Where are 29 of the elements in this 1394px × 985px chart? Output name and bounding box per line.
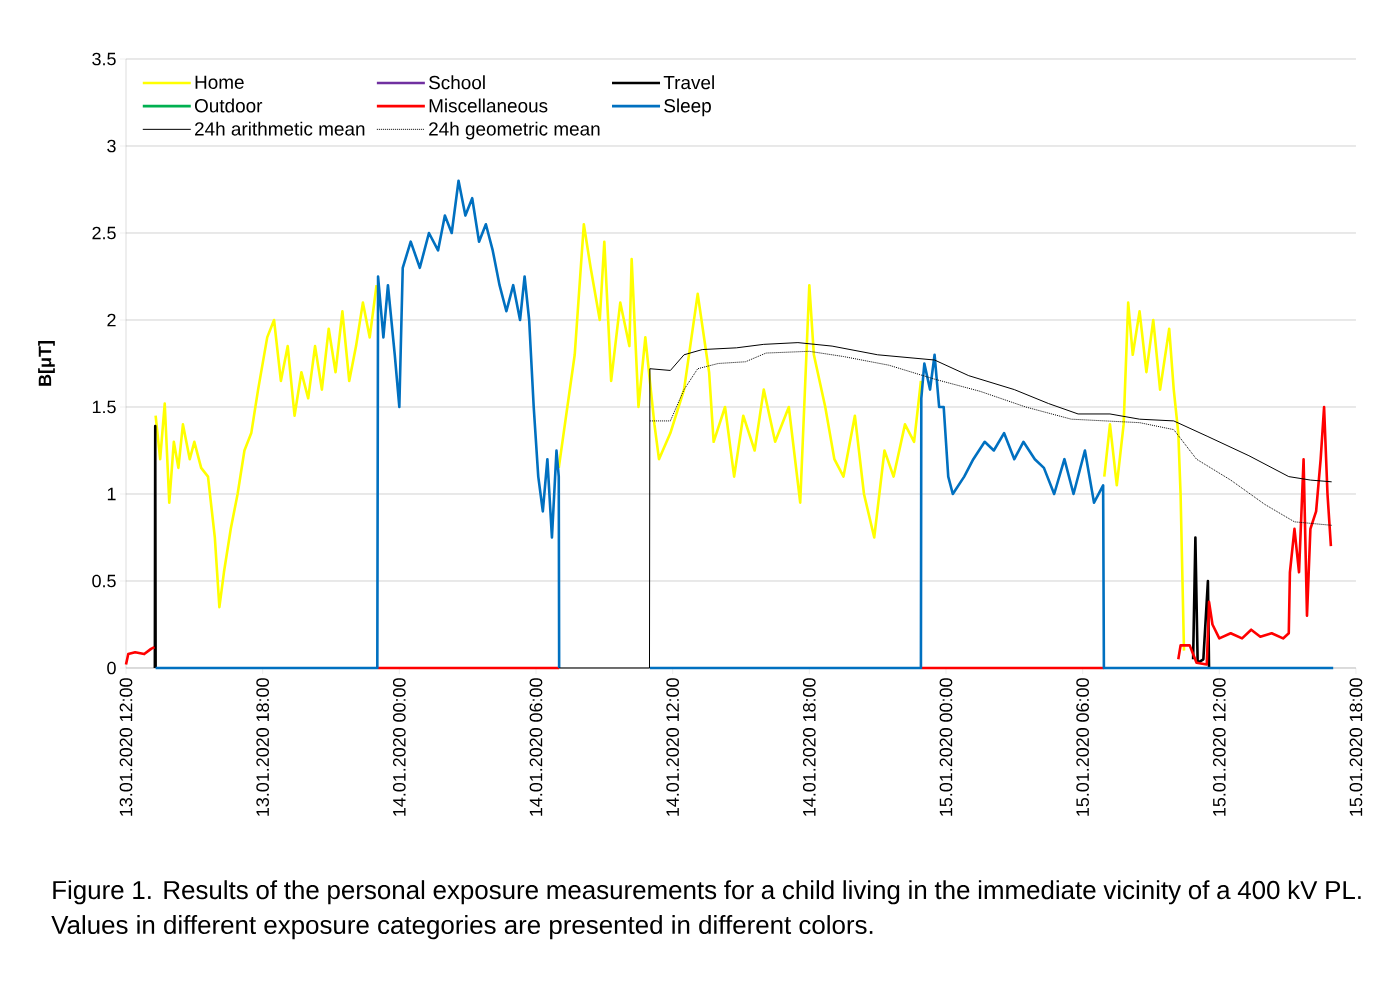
line-series: [558, 342, 1333, 669]
caption: Figure 1. Results of the personal exposure measurements for a child living in the immediate vicinity of a 400 kV PL. Values in different exposure categories are presented in different colors.: [51, 880, 1361, 940]
legend-label: Miscellaneous: [429, 98, 548, 113]
y-tick-label: 3.5: [92, 52, 116, 66]
x-tick-label: 15.01.2020 06:00: [1076, 678, 1089, 816]
legend-label: Home: [195, 75, 244, 89]
x-tick-label: 13.01.2020 18:00: [256, 678, 270, 816]
y-tick-label: 1.5: [92, 400, 116, 414]
y-tick-label: 0.5: [92, 574, 116, 588]
x-tick-label: 14.01.2020 00:00: [392, 678, 406, 816]
x-tick-label: 14.01.2020 18:00: [802, 678, 816, 816]
x-tick-label: 15.01.2020 18:00: [1349, 678, 1363, 816]
y-tick-label: 2.5: [92, 226, 116, 240]
legend-label: 24h arithmetic mean: [195, 121, 365, 136]
legend-label: Travel: [663, 75, 714, 90]
x-tick-label: 14.01.2020 12:00: [666, 678, 679, 816]
y-tick-label: 0: [107, 661, 116, 675]
y-tick-label: 2: [107, 313, 116, 327]
legend-label: 24h geometric mean: [429, 121, 600, 140]
legend-label: School: [429, 75, 485, 90]
y-tick-label: 3: [107, 139, 116, 153]
x-tick-label: 14.01.2020 06:00: [529, 678, 543, 816]
y-axis-title: B[μT]: [38, 341, 55, 386]
legend-label: Sleep: [664, 98, 711, 117]
legend-label: Outdoor: [194, 98, 263, 113]
x-tick-label: 13.01.2020 12:00: [119, 678, 133, 816]
x-tick-label: 15.01.2020 00:00: [939, 678, 953, 816]
y-tick-label: 1: [107, 487, 116, 501]
x-tick-label: 15.01.2020 12:00: [1212, 678, 1226, 816]
